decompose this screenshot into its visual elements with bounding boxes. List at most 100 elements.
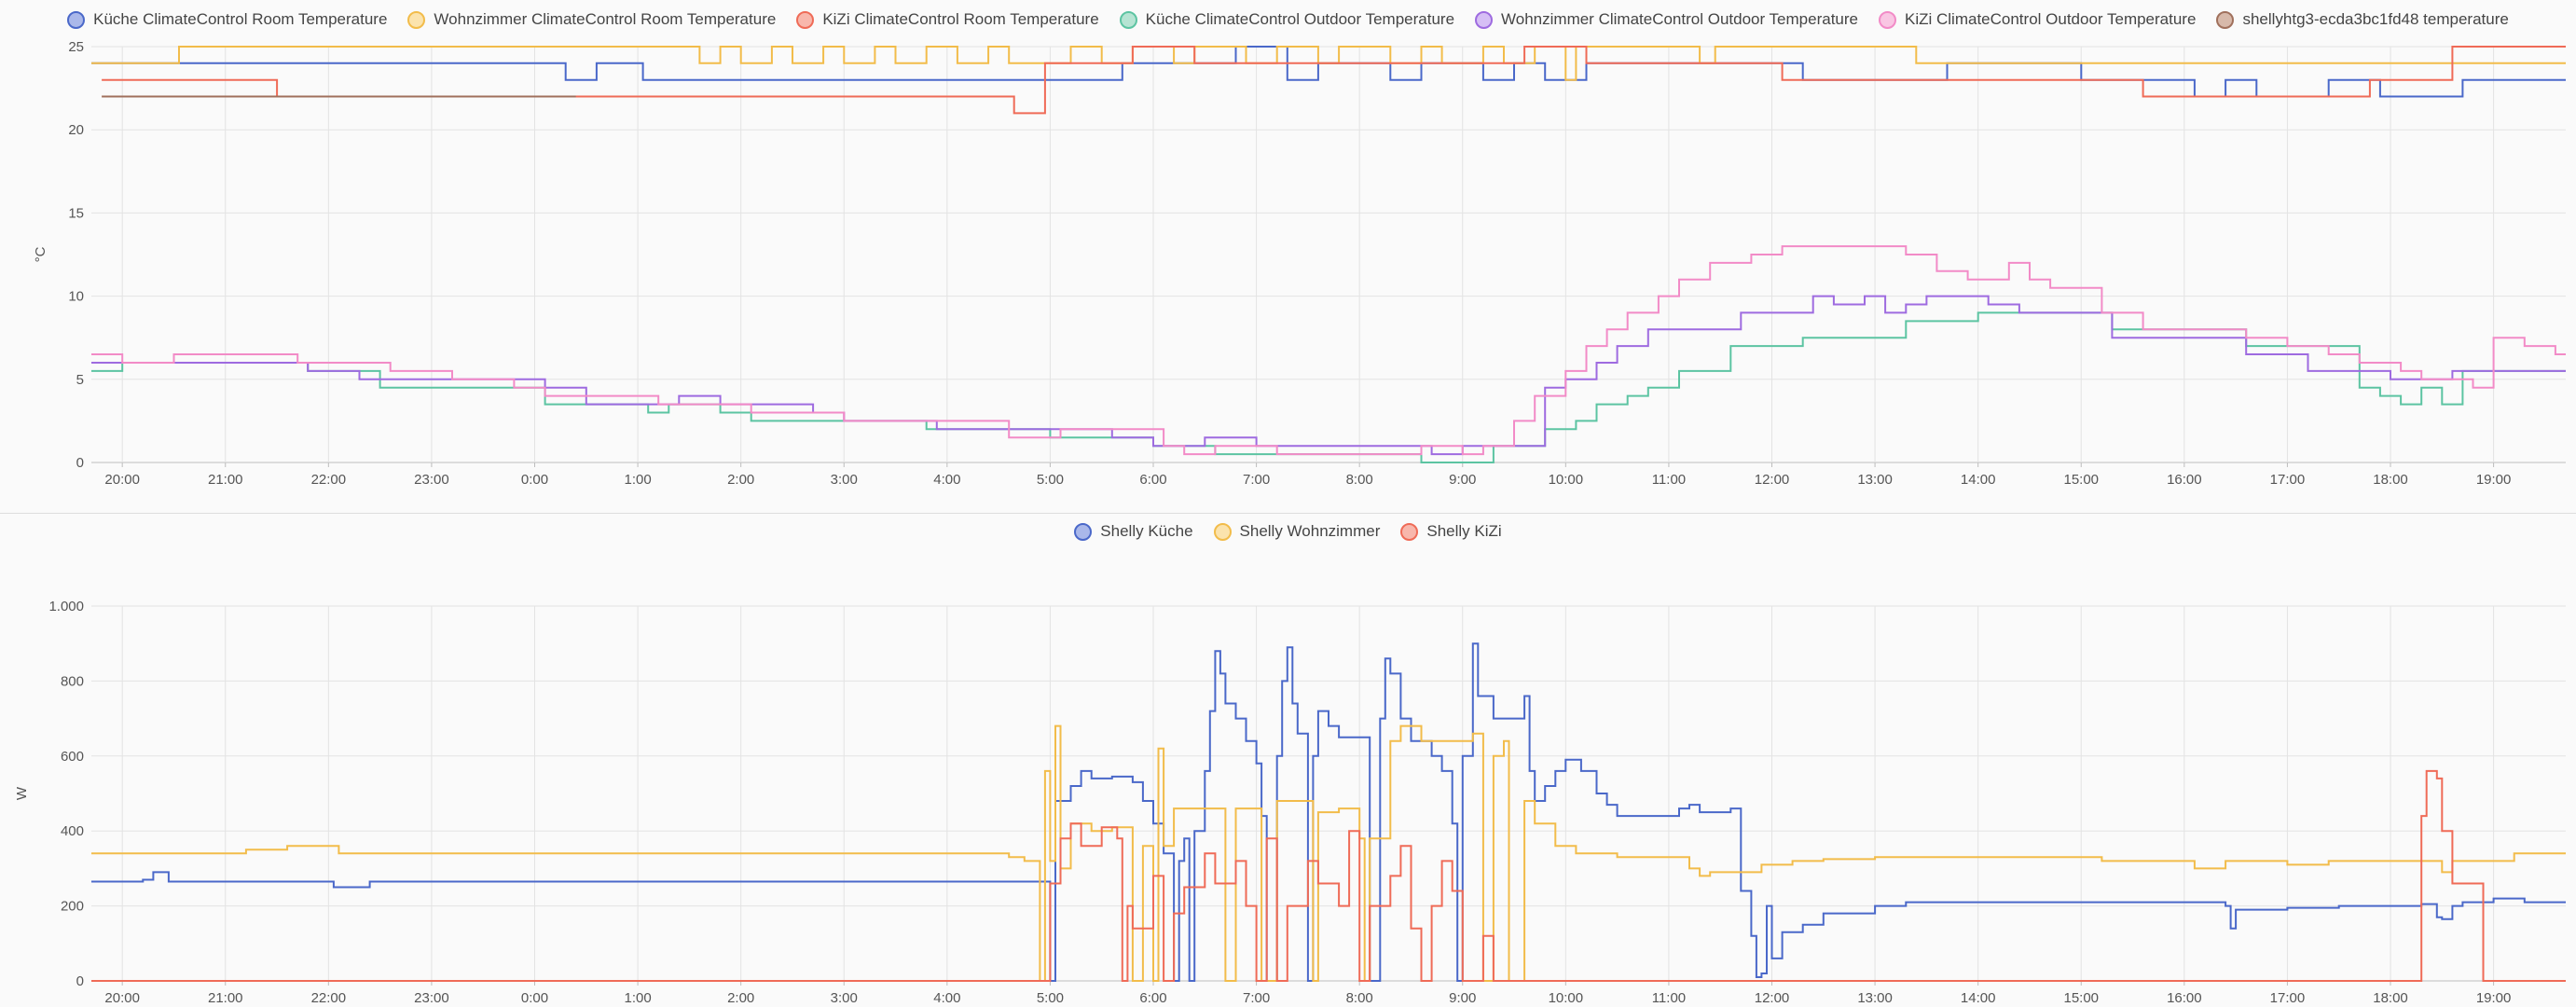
x-tick-label: 23:00	[414, 472, 449, 488]
x-tick-label: 2:00	[727, 472, 754, 488]
legend-label: Wohnzimmer ClimateControl Room Temperatu…	[434, 10, 777, 28]
x-tick-label: 19:00	[2476, 990, 2512, 1006]
x-tick-label: 4:00	[933, 472, 960, 488]
panel-divider	[0, 513, 2576, 514]
x-tick-label: 9:00	[1449, 472, 1476, 488]
y-tick-label: 0	[76, 973, 84, 989]
legend-label: Shelly Küche	[1100, 522, 1193, 540]
x-tick-label: 13:00	[1857, 472, 1893, 488]
legend-label: shellyhtg3-ecda3bc1fd48 temperature	[2242, 10, 2509, 28]
x-tick-label: 5:00	[1037, 472, 1064, 488]
x-tick-label: 7:00	[1243, 472, 1270, 488]
x-tick-label: 12:00	[1755, 472, 1790, 488]
x-tick-label: 0:00	[521, 990, 548, 1006]
x-tick-label: 8:00	[1346, 990, 1373, 1006]
legend-label: Küche ClimateControl Room Temperature	[93, 10, 388, 28]
legend-item-kizi-climatecontrol-outdoor-temperature[interactable]: KiZi ClimateControl Outdoor Temperature	[1879, 10, 2196, 29]
legend-label: Wohnzimmer ClimateControl Outdoor Temper…	[1501, 10, 1858, 28]
series-line-kizi-climatecontrol-room-temperature[interactable]	[102, 46, 2566, 115]
x-tick-label: 21:00	[208, 990, 243, 1006]
x-tick-label: 19:00	[2476, 472, 2512, 488]
y-tick-label: 25	[68, 39, 84, 55]
power-legend: Shelly Küche Shelly Wohnzimmer Shelly KiZi	[0, 517, 2576, 545]
legend-swatch	[1119, 10, 1137, 29]
x-tick-label: 20:00	[104, 990, 140, 1006]
legend-swatch	[1400, 522, 1419, 541]
x-tick-label: 0:00	[521, 472, 548, 488]
legend-item-wohnzimmer-climatecontrol-outdoor-temperature[interactable]: Wohnzimmer ClimateControl Outdoor Temper…	[1475, 10, 1858, 29]
legend-swatch	[1879, 10, 1896, 29]
legend-swatch	[67, 10, 86, 29]
legend-swatch	[1475, 10, 1494, 29]
x-tick-label: 7:00	[1243, 990, 1270, 1006]
legend-item-wohnzimmer-climatecontrol-room-temperature[interactable]: Wohnzimmer ClimateControl Room Temperatu…	[407, 10, 776, 29]
x-tick-label: 14:00	[1961, 472, 1996, 488]
y-tick-label: 10	[68, 289, 84, 305]
legend-label: Shelly Wohnzimmer	[1239, 522, 1381, 540]
legend-item-shelly-wohnzimmer[interactable]: Shelly Wohnzimmer	[1213, 522, 1381, 541]
x-tick-label: 17:00	[2270, 990, 2306, 1006]
x-tick-label: 8:00	[1346, 472, 1373, 488]
y-axis-label: W	[14, 786, 30, 800]
y-tick-label: 0	[76, 455, 84, 471]
y-tick-label: 200	[61, 899, 84, 915]
legend-item-shelly-kuche[interactable]: Shelly Küche	[1074, 522, 1193, 541]
x-tick-label: 20:00	[104, 472, 140, 488]
x-tick-label: 18:00	[2373, 472, 2408, 488]
x-tick-label: 18:00	[2373, 990, 2408, 1006]
x-tick-label: 10:00	[1549, 990, 1584, 1006]
series-line-shelly-wohnzimmer[interactable]	[91, 724, 2566, 982]
temperature-chart: 0 5 10 15 20 25 20:00 21:00 22:00 23:00 0:00 1:00 2:…	[33, 39, 2566, 488]
x-tick-label: 23:00	[414, 990, 449, 1006]
legend-label: Shelly KiZi	[1426, 522, 1502, 540]
temperature-chart-panel: Küche ClimateControl Room Temperature Woh…	[0, 6, 2576, 488]
x-tick-label: 3:00	[831, 472, 858, 488]
legend-item-kuche-climatecontrol-room-temperature[interactable]: Küche ClimateControl Room Temperature	[67, 10, 387, 29]
x-tick-label: 10:00	[1549, 472, 1584, 488]
x-tick-label: 22:00	[311, 990, 347, 1006]
legend-label: Küche ClimateControl Outdoor Temperature	[1145, 10, 1455, 28]
x-tick-label: 13:00	[1857, 990, 1893, 1006]
x-tick-label: 15:00	[2063, 990, 2099, 1006]
x-tick-label: 16:00	[2167, 990, 2202, 1006]
x-tick-label: 1:00	[624, 990, 651, 1006]
x-tick-label: 3:00	[831, 990, 858, 1006]
legend-swatch	[2216, 10, 2235, 29]
series-line-shelly-kizi[interactable]	[91, 769, 2566, 982]
x-tick-label: 11:00	[1652, 472, 1686, 488]
y-tick-label: 20	[68, 122, 84, 138]
legend-label: KiZi ClimateControl Outdoor Temperature	[1905, 10, 2197, 28]
legend-swatch	[1213, 522, 1232, 541]
y-tick-label: 15	[68, 205, 84, 221]
legend-item-shellyhtg3-ecda3bc1fd48-temperature[interactable]: shellyhtg3-ecda3bc1fd48 temperature	[2216, 10, 2509, 29]
x-tick-label: 16:00	[2167, 472, 2202, 488]
x-tick-label: 22:00	[311, 472, 347, 488]
x-tick-label: 6:00	[1139, 990, 1166, 1006]
y-tick-label: 800	[61, 673, 84, 689]
y-tick-label: 5	[76, 372, 84, 388]
legend-swatch	[1074, 522, 1093, 541]
series-line-kuche-climatecontrol-room-temperature[interactable]	[91, 46, 2566, 98]
series-line-kizi-climatecontrol-outdoor-temperature[interactable]	[91, 245, 2566, 456]
temperature-legend: Küche ClimateControl Room Temperature Woh…	[0, 6, 2576, 34]
legend-item-kizi-climatecontrol-room-temperature[interactable]: KiZi ClimateControl Room Temperature	[796, 10, 1099, 29]
legend-swatch	[407, 10, 426, 29]
x-tick-label: 15:00	[2063, 472, 2099, 488]
series-line-kuche-climatecontrol-outdoor-temperature[interactable]	[91, 311, 2566, 463]
x-tick-label: 9:00	[1449, 990, 1476, 1006]
legend-swatch	[796, 10, 815, 29]
legend-item-kuche-climatecontrol-outdoor-temperature[interactable]: Küche ClimateControl Outdoor Temperature	[1119, 10, 1455, 29]
y-axis-label: °C	[33, 246, 48, 262]
legend-label: KiZi ClimateControl Room Temperature	[822, 10, 1099, 28]
y-tick-label: 400	[61, 823, 84, 839]
x-tick-label: 14:00	[1961, 990, 1996, 1006]
x-tick-label: 4:00	[933, 990, 960, 1006]
x-tick-label: 5:00	[1037, 990, 1064, 1006]
power-chart: 0 200 400 600 800 1.000 20:00 21:00 22:00 23:00 0:…	[14, 599, 2566, 1006]
x-tick-label: 12:00	[1755, 990, 1790, 1006]
series-line-wohnzimmer-climatecontrol-outdoor-temperature[interactable]	[91, 295, 2566, 456]
x-tick-label: 11:00	[1652, 990, 1686, 1006]
x-tick-label: 2:00	[727, 990, 754, 1006]
x-tick-label: 6:00	[1139, 472, 1166, 488]
legend-item-shelly-kizi[interactable]: Shelly KiZi	[1400, 522, 1502, 541]
